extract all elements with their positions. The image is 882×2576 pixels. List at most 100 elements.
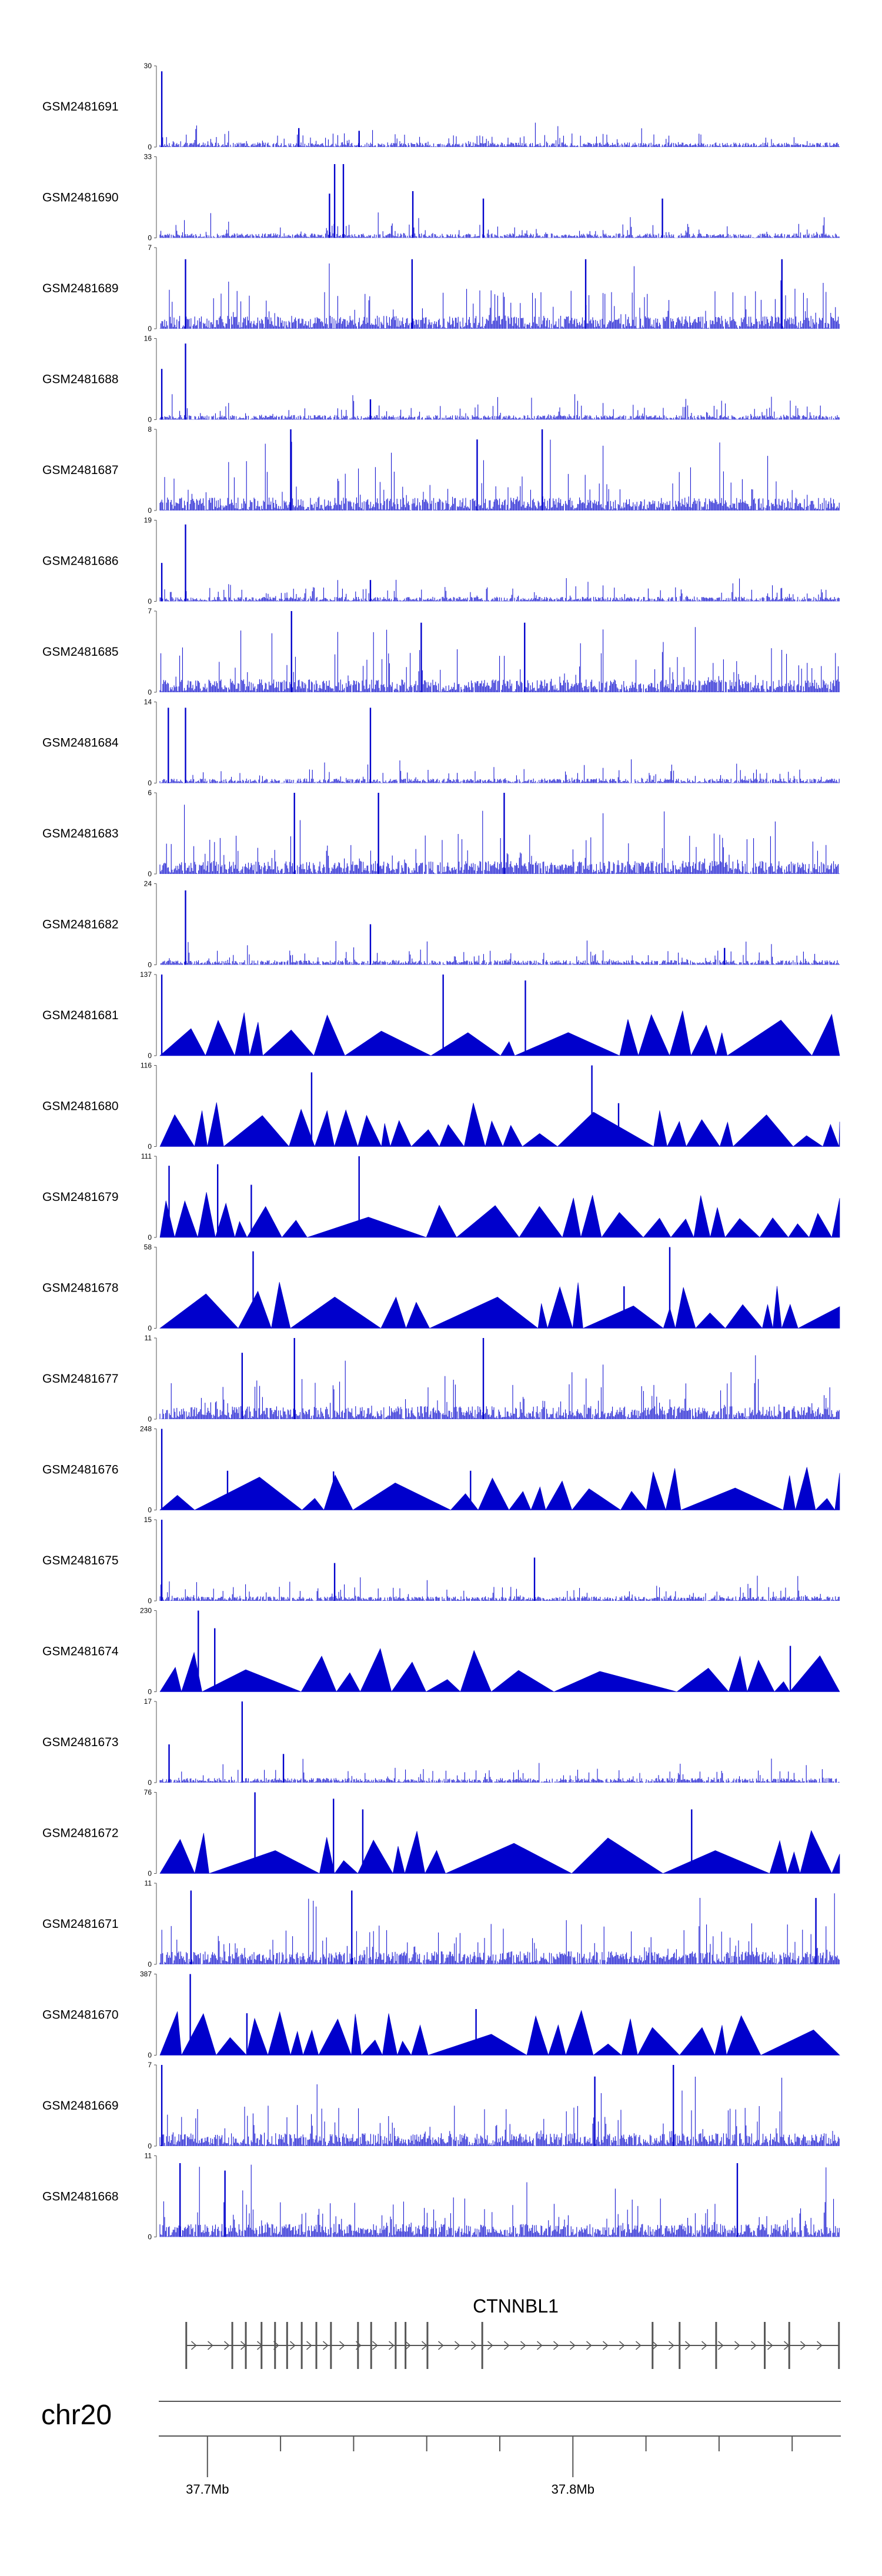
track-label: GSM2481670 — [42, 2008, 119, 2022]
signal-area — [159, 1102, 840, 1147]
signal-area — [159, 1192, 840, 1239]
gene-name-label: CTNNBL1 — [473, 2295, 559, 2317]
y-tick-label-max: 7 — [148, 243, 152, 252]
signal-area — [159, 122, 840, 147]
y-tick-label-zero: 0 — [148, 1870, 152, 1878]
y-tick-label-zero: 0 — [148, 1688, 152, 1696]
track-GSM2481672: GSM2481672 76 0 — [42, 1788, 840, 1878]
track-label: GSM2481671 — [42, 1917, 119, 1931]
strand-chevron — [537, 2341, 543, 2350]
y-tick-label-max: 230 — [140, 1607, 152, 1615]
y-tick-label-zero: 0 — [148, 143, 152, 151]
signal-area — [159, 2164, 840, 2237]
signal-area — [159, 1759, 840, 1783]
gene-exons — [185, 2322, 840, 2369]
signal-area — [159, 1576, 840, 1601]
track-label: GSM2481686 — [42, 555, 119, 568]
track-GSM2481685: GSM2481685 7 0 — [42, 607, 840, 696]
track-label: GSM2481677 — [42, 1372, 119, 1386]
track-GSM2481690: GSM2481690 33 0 — [42, 153, 840, 242]
track-label: GSM2481684 — [42, 736, 119, 750]
y-tick-label-zero: 0 — [148, 234, 152, 242]
strand-chevron — [191, 2341, 197, 2350]
strand-chevron — [652, 2341, 658, 2350]
track-label: GSM2481683 — [42, 827, 119, 840]
y-tick-label-zero: 0 — [148, 506, 152, 515]
genome-axis-track: chr20 37.7Mb 37.8Mb — [41, 2400, 841, 2497]
y-tick-label-max: 116 — [141, 1062, 152, 1070]
y-tick-label-max: 14 — [144, 698, 152, 706]
y-tick-label-zero: 0 — [148, 1143, 152, 1151]
y-tick-label-max: 111 — [141, 1152, 152, 1160]
strand-chevron — [701, 2341, 707, 2350]
track-label: GSM2481678 — [42, 1282, 119, 1295]
y-tick-label-max: 19 — [144, 516, 152, 525]
strand-chevron — [323, 2341, 329, 2350]
track-label: GSM2481681 — [42, 1009, 119, 1022]
signal-area — [159, 1648, 840, 1693]
track-label: GSM2481672 — [42, 1827, 119, 1840]
signal-area — [159, 1830, 840, 1874]
y-tick-label-zero: 0 — [148, 1778, 152, 1787]
signal-area — [159, 759, 840, 783]
strand-chevron — [389, 2341, 395, 2350]
strand-chevron — [718, 2341, 724, 2350]
y-tick-label-max: 8 — [148, 425, 152, 433]
track-GSM2481679: GSM2481679 111 0 — [42, 1152, 840, 1242]
y-tick-label-max: 33 — [144, 153, 152, 161]
strand-chevron — [751, 2341, 757, 2350]
signal-area — [159, 212, 840, 238]
track-label: GSM2481669 — [42, 2099, 119, 2113]
y-tick-label-zero: 0 — [148, 325, 152, 333]
track-GSM2481675: GSM2481675 15 0 — [42, 1516, 840, 1605]
strand-chevron — [520, 2341, 526, 2350]
y-tick-label-max: 16 — [144, 335, 152, 343]
track-label: GSM2481668 — [42, 2190, 119, 2204]
gene-strand-chevrons — [191, 2341, 823, 2350]
strand-chevron — [471, 2341, 477, 2350]
y-tick-label-zero: 0 — [148, 961, 152, 969]
track-label: GSM2481685 — [42, 645, 119, 659]
track-label: GSM2481674 — [42, 1645, 119, 1659]
strand-chevron — [339, 2341, 345, 2350]
signal-area — [159, 394, 840, 420]
track-GSM2481678: GSM2481678 58 0 — [42, 1243, 840, 1333]
y-tick-label-zero: 0 — [148, 870, 152, 878]
track-GSM2481687: GSM2481687 8 0 — [42, 425, 840, 515]
track-GSM2481670: GSM2481670 387 0 — [42, 1970, 840, 2060]
strand-chevron — [570, 2341, 576, 2350]
signal-area — [159, 805, 840, 874]
track-GSM2481677: GSM2481677 11 0 — [42, 1334, 840, 1423]
strand-chevron — [224, 2341, 230, 2350]
y-tick-label-max: 15 — [144, 1516, 152, 1524]
track-GSM2481669: GSM2481669 7 0 — [42, 2061, 840, 2150]
y-tick-label-zero: 0 — [148, 779, 152, 788]
strand-chevron — [487, 2341, 493, 2350]
track-label: GSM2481690 — [42, 191, 119, 205]
track-label: GSM2481673 — [42, 1736, 119, 1749]
track-GSM2481680: GSM2481680 116 0 — [42, 1062, 840, 1151]
chromosome-label: chr20 — [41, 2400, 112, 2431]
y-tick-label-zero: 0 — [148, 1506, 152, 1514]
track-label: GSM2481680 — [42, 1100, 119, 1113]
y-tick-label-max: 11 — [145, 1879, 152, 1887]
signal-area — [159, 1893, 840, 1964]
y-tick-label-max: 58 — [144, 1243, 152, 1252]
track-GSM2481674: GSM2481674 230 0 — [42, 1607, 840, 1696]
y-tick-label-zero: 0 — [148, 598, 152, 606]
genome-axis-ticks: 37.7Mb 37.8Mb — [186, 2436, 793, 2497]
y-tick-label-max: 76 — [144, 1788, 152, 1797]
strand-chevron — [767, 2341, 773, 2350]
y-tick-label-zero: 0 — [148, 1233, 152, 1242]
strand-chevron — [619, 2341, 625, 2350]
y-tick-label-max: 11 — [145, 2152, 152, 2160]
track-GSM2481681: GSM2481681 137 0 — [42, 970, 840, 1060]
track-GSM2481682: GSM2481682 24 0 — [42, 880, 840, 969]
track-label: GSM2481688 — [42, 373, 119, 386]
signal-area — [159, 2077, 840, 2146]
strand-chevron — [669, 2341, 674, 2350]
track-GSM2481673: GSM2481673 17 0 — [42, 1697, 840, 1787]
y-tick-label-zero: 0 — [148, 1960, 152, 1968]
y-tick-label-max: 11 — [145, 1334, 152, 1342]
y-tick-label-zero: 0 — [148, 1597, 152, 1605]
